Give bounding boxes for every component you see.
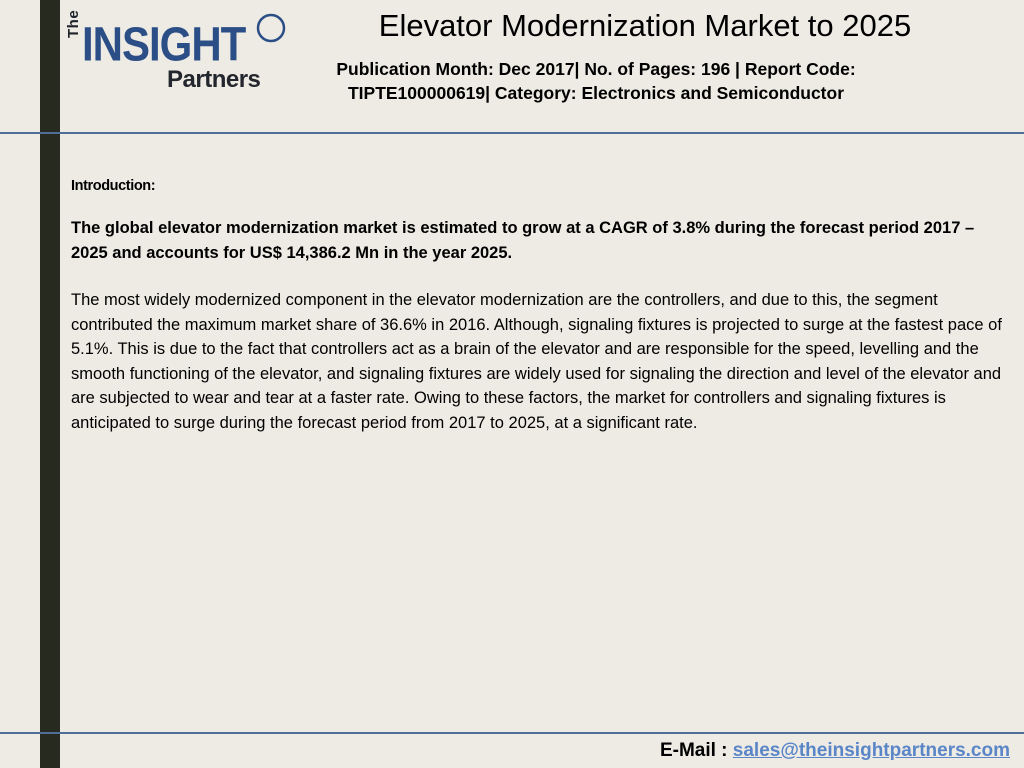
email-label: E-Mail :: [659, 740, 733, 761]
page-title: Elevator Modernization Market to 2025: [378, 8, 912, 43]
footer-divider: [0, 732, 1024, 734]
publication-info-line-1: Publication Month: Dec 2017| No. of Page…: [336, 59, 856, 79]
logo-insight-text: INSIGHT: [82, 16, 246, 71]
logo-partners-text: Partners: [167, 66, 261, 93]
logo-the-text: The: [65, 9, 82, 38]
body-paragraph: The most widely modernized component in …: [71, 291, 1002, 432]
introduction-label: Introduction:: [71, 178, 156, 194]
publication-info: Publication Month: Dec 2017| No. of Page…: [296, 57, 896, 105]
email-link[interactable]: sales@theinsightpartners.com: [732, 740, 1010, 761]
market-summary: The global elevator modernization market…: [71, 219, 975, 262]
main-content: Introduction: The global elevator modern…: [71, 176, 1011, 435]
insight-partners-logo: The INSIGHT Partners: [62, 10, 297, 100]
footer-contact: E-Mail : sales@theinsightpartners.com: [660, 739, 1010, 763]
logo-ring-icon: [256, 13, 286, 43]
left-sidebar-bar: [40, 0, 60, 768]
publication-info-line-2: TIPTE100000619| Category: Electronics an…: [347, 83, 845, 103]
header-divider: [0, 132, 1024, 134]
